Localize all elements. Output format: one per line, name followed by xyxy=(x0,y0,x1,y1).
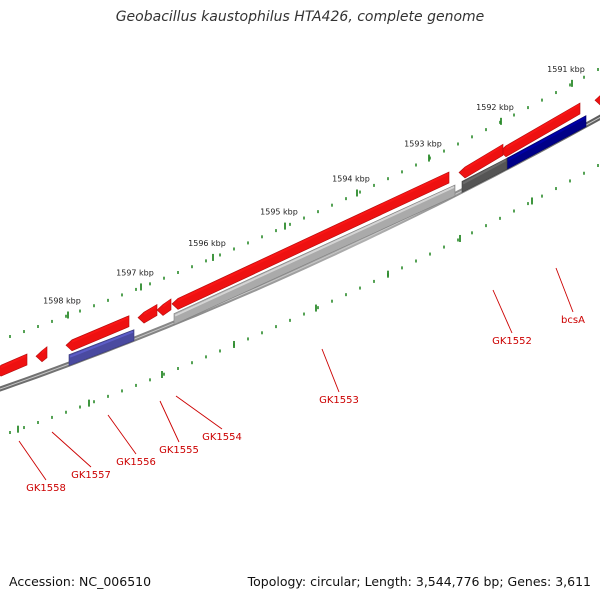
gene-bar-GK1552-upper[interactable] xyxy=(458,143,504,179)
gene-bar-GK1558-small[interactable] xyxy=(35,346,48,363)
gene-bar-GK1556[interactable] xyxy=(68,329,135,367)
gene-bar-GK1555[interactable] xyxy=(137,303,158,324)
gene-label-GK1552[interactable]: GK1552 xyxy=(492,336,532,347)
gene-bar-GK1553[interactable] xyxy=(173,184,456,326)
gene-bar-edge[interactable] xyxy=(594,89,600,106)
gene-leader-line xyxy=(555,267,574,313)
page-title: Geobacillus kaustophilus HTA426, complet… xyxy=(115,9,485,25)
gene-bar-GK1552[interactable] xyxy=(461,157,508,193)
gene-leader-line xyxy=(18,440,47,481)
kbp-label: 1597 kbp xyxy=(116,268,154,277)
genome-summary: Topology: circular; Length: 3,544,776 bp… xyxy=(247,574,591,589)
gene-leader-line xyxy=(159,400,180,443)
accession-label: Accession: NC_006510 xyxy=(9,574,152,589)
gene-leader-line xyxy=(175,395,223,430)
gene-label-bcsA[interactable]: bcsA xyxy=(561,315,585,326)
kbp-label: 1594 kbp xyxy=(332,174,370,183)
gene-bar-GK1558[interactable] xyxy=(0,353,28,377)
kbp-label: 1591 kbp xyxy=(547,65,585,74)
kbp-label: 1592 kbp xyxy=(476,103,514,112)
gene-bar-GK1554[interactable] xyxy=(156,298,172,316)
kbp-label: 1593 kbp xyxy=(404,140,442,149)
gene-leader-line xyxy=(321,348,340,393)
kbp-label: 1598 kbp xyxy=(43,297,81,306)
gene-label-GK1553[interactable]: GK1553 xyxy=(319,395,359,406)
kbp-label: 1596 kbp xyxy=(188,239,226,248)
gene-leader-line xyxy=(107,414,137,455)
gene-bar-GK1553-upper[interactable] xyxy=(171,171,450,310)
gene-label-GK1556[interactable]: GK1556 xyxy=(116,457,156,468)
gene-label-GK1554[interactable]: GK1554 xyxy=(202,432,242,443)
gene-leader-line xyxy=(51,431,92,468)
gene-label-GK1555[interactable]: GK1555 xyxy=(159,445,199,456)
gene-label-GK1557[interactable]: GK1557 xyxy=(71,470,111,481)
gene-leader-line xyxy=(492,289,513,334)
gene-label-GK1558[interactable]: GK1558 xyxy=(26,483,66,494)
kbp-label: 1595 kbp xyxy=(260,208,298,217)
gene-bar-GK1557[interactable] xyxy=(65,315,130,352)
